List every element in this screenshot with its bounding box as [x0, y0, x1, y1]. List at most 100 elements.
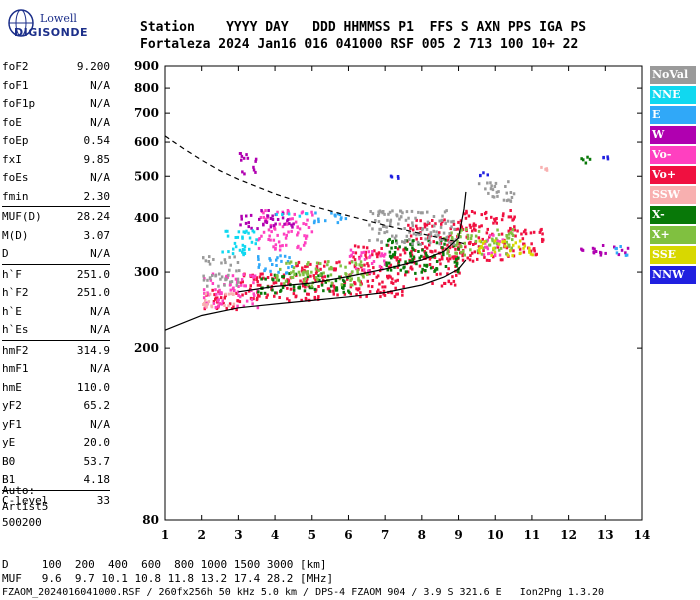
- echo-noval: [507, 180, 510, 184]
- echo-x-: [273, 273, 277, 277]
- echo-x-: [511, 238, 514, 242]
- x-tick-label: 11: [524, 528, 541, 542]
- echo-noval: [441, 214, 444, 218]
- echo-vo-: [447, 235, 450, 239]
- echo-x-: [314, 276, 318, 279]
- echo-vo-: [461, 254, 464, 258]
- param-name: B0: [2, 454, 16, 468]
- echo-x-: [446, 251, 449, 255]
- echo-e: [268, 257, 271, 261]
- echo-vo-: [309, 274, 312, 278]
- echo-x-: [389, 268, 393, 272]
- param-name: yE: [2, 436, 16, 449]
- param-name: foF2: [2, 60, 29, 73]
- echo-vo-: [490, 215, 493, 219]
- echo-vo-: [370, 262, 374, 265]
- echo-e: [257, 255, 260, 259]
- echo-vo-: [541, 232, 544, 236]
- echo-vo-: [304, 265, 307, 269]
- echo-noval: [491, 195, 494, 199]
- echo-sse: [522, 246, 525, 250]
- echo-vo-: [367, 264, 370, 268]
- echo-x-: [511, 234, 515, 237]
- echo-nne: [287, 212, 291, 216]
- echo-noval: [432, 215, 436, 218]
- echo-vo-: [269, 273, 273, 277]
- echo-x-: [460, 228, 464, 232]
- param-name: D: [2, 247, 9, 260]
- x-tick-label: 6: [344, 528, 352, 542]
- echo-noval: [368, 223, 371, 227]
- echo-e: [313, 219, 316, 223]
- echo-vo-: [346, 277, 349, 281]
- echo-noval: [209, 277, 212, 281]
- echo-vo-: [217, 304, 220, 308]
- echo-vo-: [487, 252, 491, 255]
- echo-nne: [241, 248, 245, 251]
- echo-x-: [441, 246, 444, 250]
- y-tick-label: 80: [142, 513, 159, 527]
- x-tick-label: 8: [418, 528, 426, 542]
- echo-x-: [497, 248, 501, 252]
- echo-e: [275, 258, 278, 262]
- echo-x-: [511, 228, 515, 232]
- echo-noval: [490, 184, 493, 188]
- echo-vo-: [319, 267, 322, 271]
- echo-x-: [404, 246, 407, 250]
- echo-vo-: [423, 222, 426, 226]
- echo-noval: [428, 241, 432, 245]
- echo-w: [290, 223, 293, 227]
- echo-vo-: [426, 276, 430, 280]
- echo-vo-: [338, 260, 341, 264]
- echo-vo-: [269, 238, 272, 242]
- echo-e: [288, 256, 291, 260]
- x-tick-label: 10: [487, 528, 504, 542]
- echo-vo-: [236, 304, 239, 308]
- echo-vo-: [458, 242, 461, 246]
- x-tick-label: 4: [271, 528, 279, 542]
- echo-x-: [582, 158, 585, 162]
- echo-w: [260, 209, 263, 212]
- echo-vo-: [402, 248, 405, 252]
- echo-noval: [509, 199, 513, 203]
- param-row: fxI 9.85: [2, 151, 110, 170]
- echo-x-: [348, 290, 351, 294]
- echo-noval: [440, 218, 444, 222]
- echo-x-: [588, 157, 592, 161]
- echo-x-: [317, 269, 320, 273]
- echo-vo-: [403, 251, 407, 255]
- echo-w: [604, 251, 607, 255]
- echo-sse: [493, 239, 497, 243]
- echo-e: [317, 217, 320, 221]
- echo-x-: [308, 286, 312, 290]
- echo-x-: [306, 273, 310, 277]
- echo-w: [245, 153, 248, 157]
- echo-noval: [414, 216, 417, 220]
- echo-x-: [293, 273, 296, 277]
- echo-vo-: [401, 293, 404, 297]
- echo-vo-: [303, 234, 306, 238]
- echo-e: [279, 254, 282, 258]
- echo-vo-: [366, 262, 369, 266]
- echo-noval: [220, 261, 223, 265]
- echo-w: [252, 168, 256, 172]
- echo-noval: [441, 237, 445, 241]
- echo-noval: [387, 212, 390, 216]
- echo-vo-: [394, 286, 397, 290]
- echo-ssw: [232, 302, 236, 306]
- echo-e: [344, 217, 348, 221]
- param-value: N/A: [90, 323, 110, 336]
- echo-vo-: [307, 292, 310, 296]
- echo-vo-: [391, 277, 394, 281]
- echo-noval: [395, 234, 398, 238]
- echo-w: [283, 222, 286, 226]
- echo-e: [280, 259, 283, 263]
- echo-vo-: [262, 211, 265, 215]
- echo-vo-: [415, 218, 418, 222]
- echo-w: [593, 247, 596, 251]
- echo-x-: [359, 283, 362, 287]
- param-value: N/A: [90, 247, 110, 260]
- echo-vo-: [304, 236, 308, 240]
- echo-x-: [304, 282, 307, 286]
- echo-vo-: [494, 219, 497, 223]
